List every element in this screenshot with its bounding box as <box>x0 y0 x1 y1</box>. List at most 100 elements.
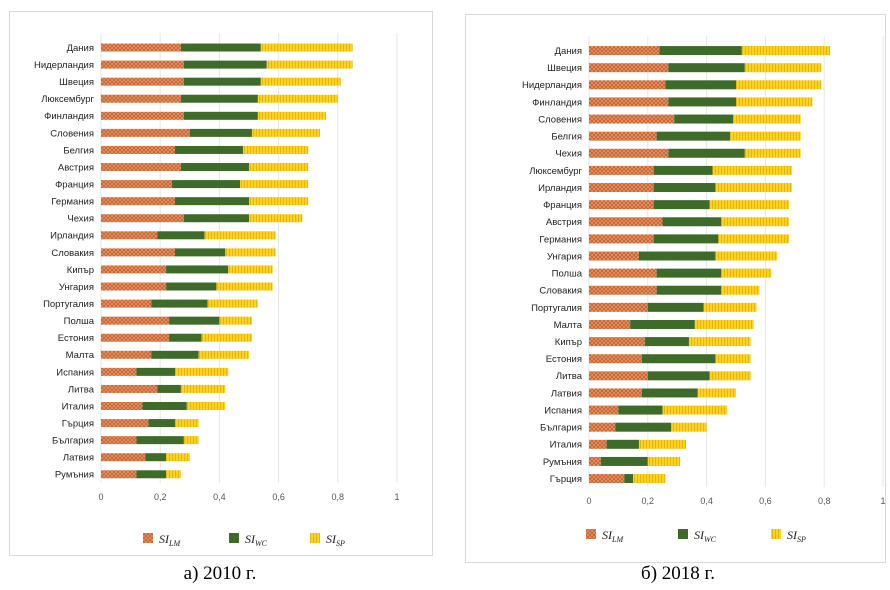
legend-item-sp: SISP <box>310 532 345 548</box>
bar-si-sp <box>662 405 728 415</box>
bar-si-wc <box>169 333 202 342</box>
bar-si-lm <box>589 302 648 312</box>
bar-si-sp <box>638 439 687 449</box>
bar-si-sp <box>266 60 353 69</box>
bar-si-sp <box>694 319 754 329</box>
x-tick-label: 0,6 <box>759 496 772 506</box>
category-label: Малта <box>66 350 95 361</box>
legend-label: SILM <box>602 528 624 544</box>
bar-si-lm <box>589 80 666 90</box>
bar-si-sp <box>721 217 789 227</box>
bar-si-sp <box>741 46 831 56</box>
bar-si-wc <box>665 80 736 90</box>
category-label: Дания <box>555 46 582 57</box>
bar-si-lm <box>101 282 167 291</box>
bar-si-wc <box>624 474 634 484</box>
bar-si-sp <box>251 128 321 137</box>
category-label: Австрия <box>58 162 94 173</box>
bar-si-sp <box>744 63 822 73</box>
bar-si-wc <box>169 316 220 325</box>
category-label: Кипър <box>67 265 94 276</box>
x-tick-label: 0,8 <box>818 496 831 506</box>
bar-si-wc <box>183 60 267 69</box>
bar-si-wc <box>180 43 261 52</box>
category-label: Италия <box>62 401 94 412</box>
legend-label: SISP <box>787 528 806 544</box>
x-tick-label: 1 <box>880 496 885 506</box>
bar-si-lm <box>101 419 149 428</box>
bar-si-sp <box>671 422 707 432</box>
category-label: Испания <box>544 405 582 416</box>
bar-si-wc <box>180 163 249 172</box>
legend-swatch <box>229 533 239 543</box>
bar-si-lm <box>589 234 654 244</box>
chart-panel-2010: 0 0,2 0,4 0,6 0,8 1 Дания Нидерландия Швеция Люкс… <box>9 11 433 556</box>
bar-si-lm <box>589 217 663 227</box>
bar-si-wc <box>151 350 199 359</box>
bar-si-lm <box>101 111 184 120</box>
bar-si-wc <box>606 439 639 449</box>
category-label: Полша <box>552 269 583 280</box>
category-label: Гърция <box>550 474 582 485</box>
category-label: Латвия <box>63 453 94 464</box>
category-label: Словения <box>538 114 582 125</box>
bar-si-lm <box>589 251 639 261</box>
bar-si-lm <box>589 319 631 329</box>
category-label: Кипър <box>555 337 582 348</box>
x-tick-label: 0,4 <box>213 492 226 502</box>
bar-si-sp <box>204 231 276 240</box>
x-tick-label: 0,6 <box>272 492 285 502</box>
category-label: Италия <box>550 440 582 451</box>
bar-si-sp <box>647 456 681 466</box>
bar-si-lm <box>101 453 146 462</box>
caption-2018: б) 2018 г. <box>641 563 715 584</box>
bar-si-wc <box>668 148 745 158</box>
bar-si-wc <box>183 111 258 120</box>
bar-si-sp <box>712 165 792 175</box>
bar-si-lm <box>101 43 181 52</box>
bar-si-lm <box>101 470 137 479</box>
bar-si-wc <box>166 265 229 274</box>
category-label: Швеция <box>547 63 582 74</box>
bar-si-lm <box>101 402 143 411</box>
category-label: Финландия <box>44 111 94 122</box>
category-label: Финландия <box>532 97 582 108</box>
bar-si-lm <box>589 422 616 432</box>
bar-si-lm <box>589 131 657 141</box>
bar-si-wc <box>653 183 716 193</box>
category-label: Румъния <box>543 457 582 468</box>
bar-si-sp <box>736 97 813 107</box>
bar-si-wc <box>175 145 244 154</box>
bar-si-wc <box>653 234 719 244</box>
bar-si-sp <box>183 436 199 445</box>
legend-item-lm: SILM <box>586 528 624 544</box>
bar-si-sp <box>249 197 309 206</box>
bar-si-sp <box>166 470 181 479</box>
bar-si-wc <box>145 453 167 462</box>
bar-si-sp <box>257 111 326 120</box>
legend-label: SIWC <box>694 528 717 544</box>
bar-si-sp <box>703 302 757 312</box>
bar-si-wc <box>175 248 226 257</box>
bar-si-wc <box>136 470 167 479</box>
bar-si-sp <box>166 453 190 462</box>
category-label: Германия <box>539 234 582 245</box>
bar-si-wc <box>644 337 689 347</box>
bar-si-sp <box>180 384 226 393</box>
category-label: Швеция <box>59 77 94 88</box>
bar-si-wc <box>157 384 181 393</box>
bar-si-lm <box>589 405 619 415</box>
category-label: България <box>540 423 582 434</box>
bar-si-wc <box>647 302 704 312</box>
category-label: България <box>52 436 94 447</box>
category-label: Чехия <box>555 149 582 160</box>
bar-si-wc <box>136 436 184 445</box>
bar-si-lm <box>101 333 170 342</box>
bar-si-wc <box>189 128 252 137</box>
category-label: Испания <box>56 367 94 378</box>
bar-si-wc <box>656 268 722 278</box>
bar-si-lm <box>101 248 175 257</box>
category-label: Словакия <box>539 286 582 297</box>
category-label: Естония <box>546 354 582 365</box>
bar-si-sp <box>175 367 229 376</box>
